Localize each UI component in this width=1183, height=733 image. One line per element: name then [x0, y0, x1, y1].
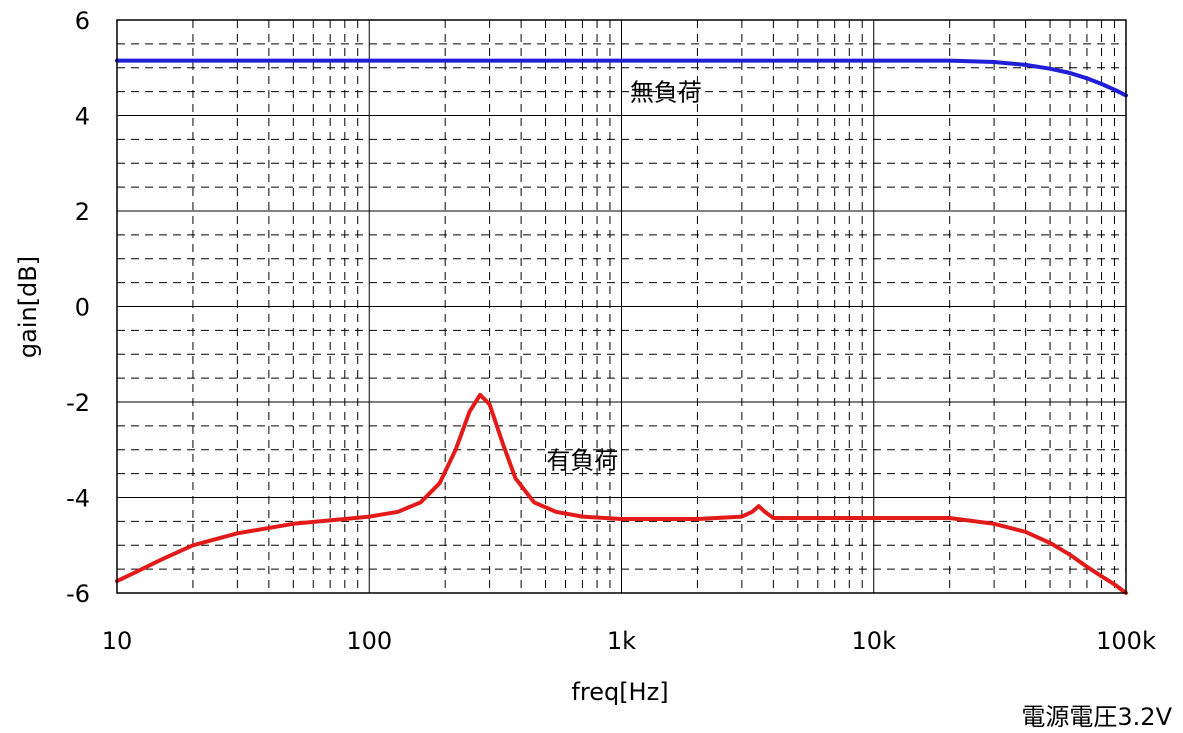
- series-annotation-2: 有負荷: [546, 446, 618, 474]
- y-tick-label: -4: [66, 485, 90, 513]
- series-layer: [115, 58, 1128, 595]
- plot-frame: [116, 19, 1127, 594]
- y-tick-label: 0: [75, 294, 90, 322]
- x-tick-label: 10k: [852, 627, 897, 655]
- y-tick-labels: 6 4 2 0 -2 -4 -6: [66, 7, 90, 608]
- y-tick-label: -6: [66, 580, 90, 608]
- x-tick-labels: 10 100 1k 10k 100k: [102, 627, 1156, 655]
- x-tick-label: 100: [346, 627, 392, 655]
- y-axis-label: gain[dB]: [14, 256, 42, 358]
- x-tick-label: 1k: [607, 627, 636, 655]
- y-tick-label: 6: [75, 7, 90, 35]
- series-line-2: [115, 392, 1128, 595]
- series-annotation-1: 無負荷: [630, 79, 702, 107]
- y-tick-label: -2: [66, 389, 90, 417]
- supply-voltage-note: 電源電圧3.2V: [1021, 703, 1172, 731]
- series-line-1: [115, 58, 1128, 98]
- x-tick-label: 100k: [1096, 627, 1156, 655]
- y-tick-label: 4: [75, 103, 90, 131]
- y-tick-label: 2: [75, 198, 90, 226]
- x-tick-label: 10: [102, 627, 133, 655]
- x-axis-label: freq[Hz]: [571, 678, 668, 706]
